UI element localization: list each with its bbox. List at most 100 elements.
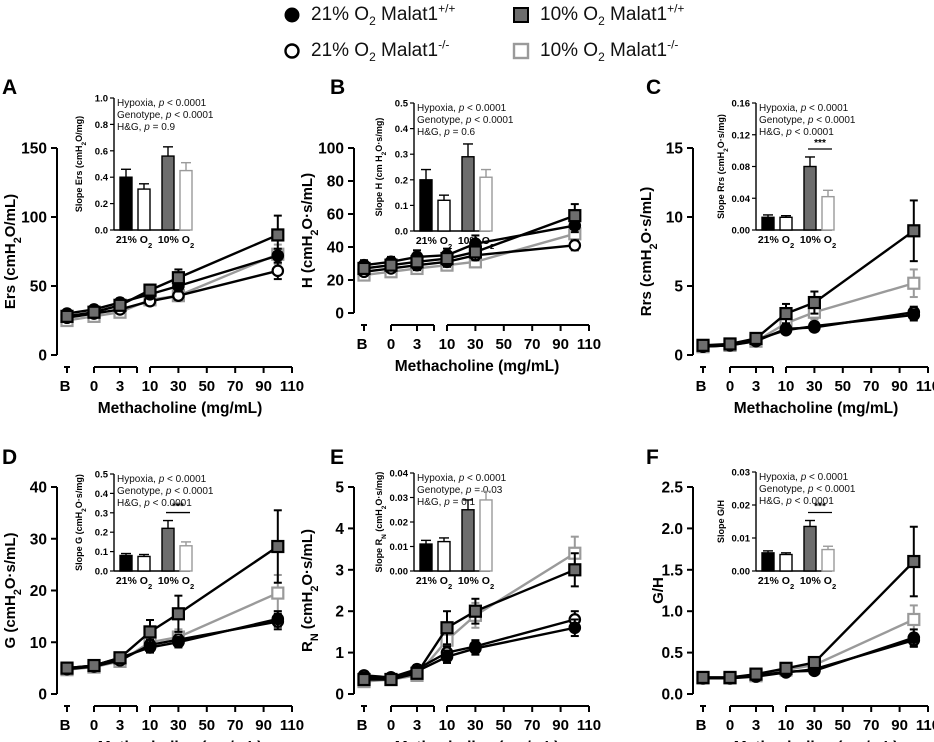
data-point [749, 331, 763, 346]
inset-y-tick-label: 0.3 [95, 508, 108, 519]
inset-y-tick-label: 0.0 [95, 567, 108, 578]
inset-y-tick-label: 0.04 [390, 469, 409, 480]
stats-line: Hypoxia, p < 0.0001 [417, 473, 507, 484]
inset-y-tick-label: 0.02 [732, 501, 751, 512]
legend-label: 21% O2 Malat1+/+ [311, 2, 456, 29]
x-tick-label: 30 [467, 336, 484, 353]
y-tick-label: 0 [674, 348, 683, 365]
x-tick-label: 110 [916, 717, 934, 734]
x-tick-label: 50 [495, 717, 512, 734]
y-tick-label: 4 [335, 521, 344, 538]
y-axis-label: Ers (cmH2O/mL) [2, 194, 24, 309]
x-tick-label: 3 [413, 717, 421, 734]
y-axis-label: G/H [650, 577, 667, 604]
y-tick-label: 40 [30, 480, 47, 497]
stats-line: H&G, p < 0.0001 [759, 127, 834, 138]
y-tick-label: 20 [30, 583, 47, 600]
stats-line: Hypoxia, p < 0.0001 [417, 103, 507, 114]
data-point [468, 604, 482, 618]
x-tick-label: 70 [227, 717, 244, 734]
x-axis-label: Methacholine (mg/mL) [395, 739, 559, 742]
x-tick-label: 30 [806, 378, 823, 395]
y-tick-label: 10 [666, 210, 683, 227]
bar [803, 165, 817, 231]
bar [161, 155, 175, 231]
data-point [143, 625, 157, 639]
x-tick-label: 110 [577, 336, 601, 353]
inset-group-label: 21% O2 [758, 234, 794, 250]
bar [461, 156, 475, 232]
inset-group-label: 10% O2 [158, 575, 194, 591]
data-point [271, 228, 285, 242]
data-point [440, 251, 454, 266]
x-tick-label: B [357, 717, 368, 734]
stats-line: Genotype, p < 0.0001 [117, 110, 214, 121]
x-tick-label: 30 [467, 717, 484, 734]
data-point [696, 670, 710, 685]
data-point [113, 298, 127, 312]
bar [761, 552, 775, 572]
data-point [779, 661, 793, 675]
legend-item-ko10: 10% O2 Malat1-/- [512, 38, 678, 64]
data-point [172, 635, 185, 649]
inset-group-label: 10% O2 [158, 234, 194, 250]
inset-y-tick-label: 0.5 [395, 99, 409, 110]
x-tick-label: 90 [891, 378, 908, 395]
inset-y-tick-label: 0.08 [732, 162, 751, 173]
inset-y-tick-label: 0.1 [395, 201, 409, 212]
y-tick-label: 1.0 [661, 604, 683, 621]
y-tick-label: 10 [30, 635, 47, 652]
bar [761, 216, 775, 231]
inset-y-tick-label: 0.2 [95, 528, 108, 539]
data-point [87, 658, 101, 673]
data-point [568, 209, 582, 223]
x-axis-label: Methacholine (mg/mL) [395, 358, 559, 375]
y-tick-label: 2.0 [661, 521, 683, 538]
x-tick-label: B [696, 378, 707, 395]
x-tick-label: 10 [778, 378, 795, 395]
bar [161, 527, 175, 572]
x-tick-label: 0 [726, 378, 734, 395]
x-tick-label: B [696, 717, 707, 734]
stats-line: H&G, p < 0.0001 [759, 496, 834, 507]
x-tick-label: 70 [863, 717, 880, 734]
data-point [907, 554, 921, 569]
inset-y-axis-label: Slope RN (cmH2O·s/mg) [374, 472, 388, 573]
data-point [271, 539, 285, 554]
bar [437, 540, 451, 572]
legend-label: 10% O2 Malat1+/+ [540, 2, 685, 29]
data-point [113, 651, 127, 665]
data-point [143, 283, 157, 297]
stats-line: Genotype, p = 0.03 [417, 485, 503, 496]
inset-y-axis-label: Slope G (cmH2O·s/mg) [74, 474, 88, 571]
inset-group-label: 21% O2 [758, 575, 794, 591]
x-tick-label: 90 [891, 717, 908, 734]
y-tick-label: 0 [38, 348, 47, 365]
panel-letter: B [330, 76, 345, 99]
y-tick-label: 20 [327, 273, 344, 290]
inset-group-label: 21% O2 [116, 234, 152, 250]
inset-y-tick-label: 0.0 [95, 226, 108, 237]
data-point [171, 607, 185, 621]
data-point [779, 307, 793, 321]
data-point [87, 305, 101, 319]
x-tick-label: 110 [280, 717, 304, 734]
x-tick-label: 0 [387, 717, 395, 734]
y-tick-label: 2 [335, 604, 344, 621]
legend-item-wt10: 10% O2 Malat1+/+ [512, 2, 684, 28]
data-point [907, 308, 921, 322]
x-tick-label: 10 [142, 378, 159, 395]
data-point [907, 224, 921, 238]
filled-square-icon [513, 7, 529, 24]
data-point [568, 239, 582, 252]
data-point [271, 264, 285, 278]
data-point [907, 276, 921, 290]
stats-line: Hypoxia, p < 0.0001 [117, 98, 207, 109]
panel-letter: F [646, 446, 659, 469]
